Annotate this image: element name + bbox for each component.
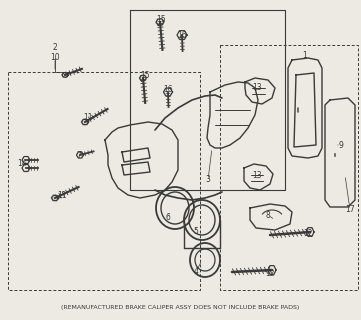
Text: 11: 11: [57, 191, 67, 201]
Text: 12: 12: [303, 228, 313, 237]
Text: 11: 11: [83, 114, 93, 123]
Text: 7: 7: [77, 150, 82, 159]
Text: 8: 8: [266, 211, 270, 220]
Text: 10: 10: [50, 53, 60, 62]
Text: 14: 14: [17, 158, 27, 167]
Text: 9: 9: [339, 140, 343, 149]
Text: 16: 16: [163, 85, 173, 94]
Text: 4: 4: [193, 268, 199, 276]
Text: 15: 15: [140, 70, 150, 79]
Text: 3: 3: [205, 175, 210, 185]
Text: 13: 13: [252, 84, 262, 92]
Text: 17: 17: [345, 205, 355, 214]
Text: 2: 2: [53, 44, 57, 52]
Text: 16: 16: [177, 30, 187, 39]
Text: 5: 5: [193, 228, 199, 236]
Text: 12: 12: [265, 268, 275, 277]
Text: 6: 6: [166, 213, 170, 222]
Text: 1: 1: [303, 51, 307, 60]
Text: (REMANUFACTURED BRAKE CALIPER ASSY DOES NOT INCLUDE BRAKE PADS): (REMANUFACTURED BRAKE CALIPER ASSY DOES …: [61, 305, 300, 309]
Text: 15: 15: [156, 15, 166, 25]
Text: 13: 13: [252, 171, 262, 180]
